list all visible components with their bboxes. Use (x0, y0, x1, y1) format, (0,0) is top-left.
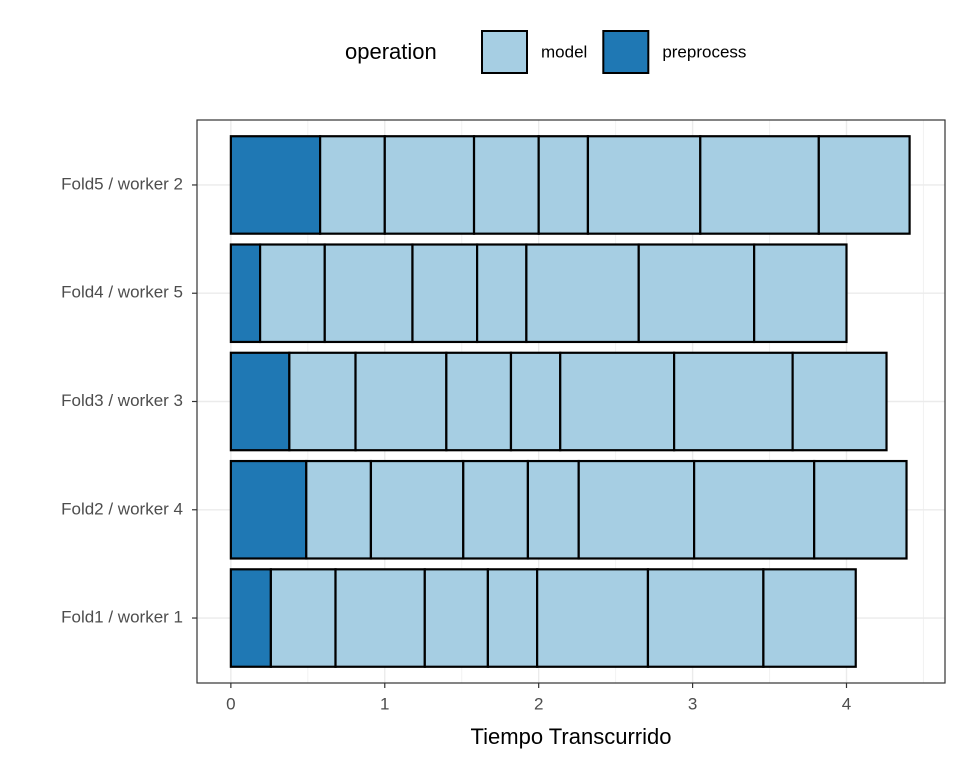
bar-segment (229, 459, 308, 560)
bar-segment (699, 135, 820, 235)
bar-segment (354, 351, 448, 452)
legend-title: operation (345, 39, 437, 64)
x-tick-label: 3 (688, 694, 697, 713)
bar-segment (577, 459, 696, 560)
y-tick-label: Fold2 / worker 4 (61, 499, 183, 518)
bar-segment (411, 243, 479, 344)
bar-segment (229, 568, 272, 668)
bar-segment (586, 135, 702, 235)
y-tick-label: Fold5 / worker 2 (61, 174, 183, 193)
bar-segment (637, 243, 756, 344)
bar-segment (259, 243, 326, 344)
bar-segment (646, 568, 765, 668)
bar-segment (305, 459, 373, 560)
bar-segment (423, 568, 489, 668)
legend-label: model (541, 42, 587, 61)
bar-segment (693, 459, 816, 560)
bar-segment (526, 459, 580, 560)
bar-segment (753, 243, 848, 344)
bar-segment (476, 243, 528, 344)
bar-segment (269, 568, 337, 668)
bar-segment (462, 459, 530, 560)
y-tick-label: Fold3 / worker 3 (61, 391, 183, 410)
y-tick-label: Fold1 / worker 1 (61, 608, 183, 627)
x-tick-label: 1 (380, 694, 389, 713)
bar-segment (813, 459, 908, 560)
legend-key (481, 30, 528, 74)
x-tick-label: 0 (226, 694, 235, 713)
legend-label: preprocess (662, 42, 746, 61)
bar-segment (486, 568, 539, 668)
legend-key (602, 30, 650, 74)
x-tick-label: 2 (534, 694, 543, 713)
bar-segment (229, 243, 262, 344)
bar-segment (229, 135, 322, 235)
bar-segment (229, 351, 291, 452)
bar-segment (288, 351, 357, 452)
x-axis-title: Tiempo Transcurrido (471, 724, 672, 749)
bar-segment (383, 135, 476, 235)
bar-segment (537, 135, 590, 235)
bar-segment (525, 243, 640, 344)
bar-segment (559, 351, 676, 452)
bar-segment (445, 351, 513, 452)
bar-segment (334, 568, 426, 668)
legend: model preprocess (481, 30, 746, 74)
bar-segment (673, 351, 794, 452)
bar-segment (369, 459, 465, 560)
bar-segment (472, 135, 540, 235)
bar-segment (536, 568, 650, 668)
bar-segment (319, 135, 386, 235)
bar-segment (762, 568, 857, 668)
bar-segment (791, 351, 888, 452)
bar-segment (323, 243, 414, 344)
bar-segment (817, 135, 911, 235)
y-tick-label: Fold4 / worker 5 (61, 283, 183, 302)
bar-segment (509, 351, 562, 452)
bars (229, 135, 911, 668)
x-tick-label: 4 (842, 694, 851, 713)
